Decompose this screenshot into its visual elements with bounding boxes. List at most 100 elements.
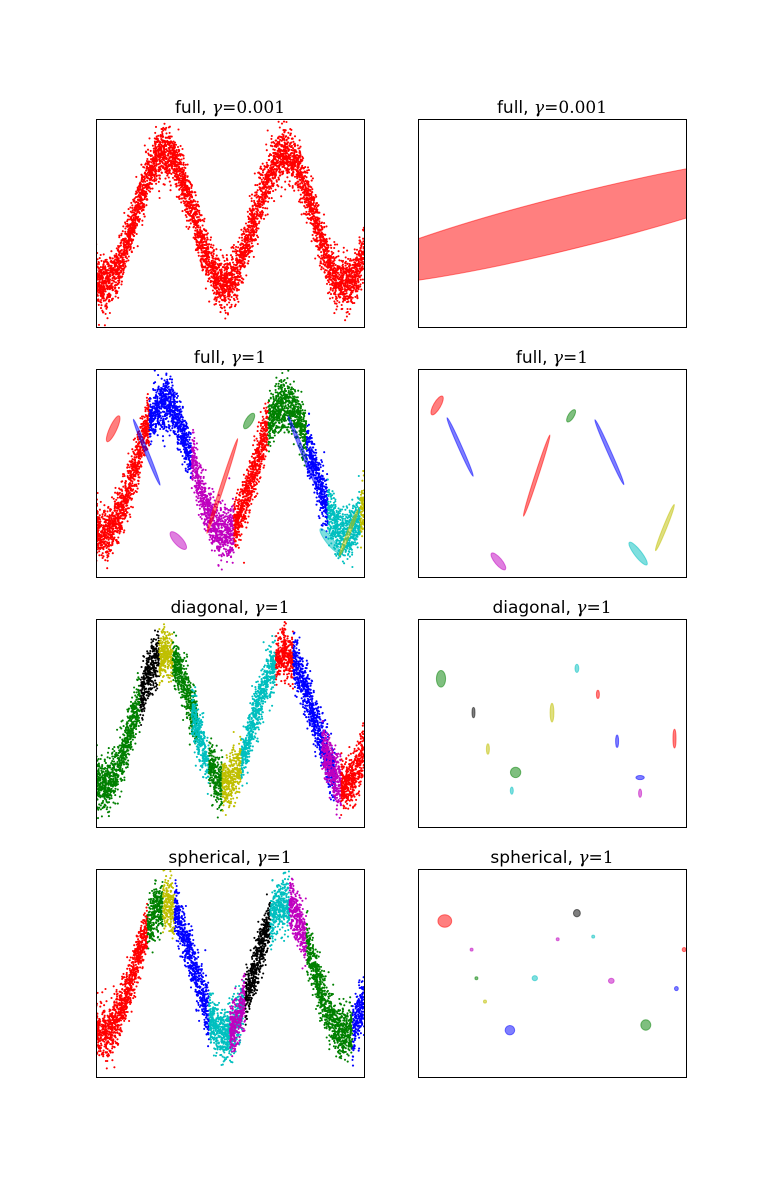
data-point: [211, 276, 214, 279]
data-point: [362, 250, 364, 253]
data-point: [339, 279, 342, 283]
data-point: [161, 132, 164, 135]
data-point: [243, 265, 247, 268]
data-point: [223, 305, 226, 309]
data-point: [215, 248, 218, 251]
data-point: [325, 241, 328, 244]
data-point: [179, 169, 182, 172]
data-point: [141, 205, 144, 208]
data-point: [200, 251, 203, 254]
data-point: [98, 257, 101, 260]
data-point: [356, 264, 359, 267]
data-point: [124, 237, 127, 240]
data-point: [246, 262, 249, 265]
data-point: [135, 192, 138, 195]
data-point: [212, 252, 215, 255]
data-point: [215, 266, 218, 269]
data-point: [261, 213, 264, 216]
data-point: [203, 259, 206, 262]
data-point: [158, 177, 161, 180]
data-point: [296, 159, 300, 162]
data-point: [299, 145, 302, 148]
data-point: [104, 271, 107, 274]
data-point: [331, 289, 334, 292]
data-point: [325, 282, 329, 285]
data-point: [343, 289, 347, 293]
data-point: [237, 281, 240, 284]
data-point: [332, 274, 336, 278]
data-point: [250, 197, 253, 200]
data-point: [304, 179, 307, 182]
data-point: [260, 173, 263, 176]
data-point: [325, 260, 328, 263]
data-point: [329, 293, 333, 296]
data-point: [262, 176, 265, 180]
data-point: [280, 158, 283, 161]
data-point: [233, 263, 236, 266]
data-point: [217, 264, 220, 268]
data-point: [130, 241, 133, 245]
data-point: [263, 178, 266, 181]
data-point: [239, 268, 242, 271]
data-point: [283, 150, 286, 153]
data-point: [144, 162, 147, 165]
data-point: [246, 210, 249, 213]
data-point: [307, 203, 310, 206]
data-point: [194, 194, 197, 197]
data-point: [241, 281, 244, 284]
data-point: [180, 153, 183, 156]
data-point: [247, 249, 250, 252]
data-point: [291, 158, 294, 162]
data-point: [139, 202, 142, 205]
data-point: [242, 258, 245, 261]
data-point: [298, 198, 301, 201]
data-point: [107, 269, 110, 272]
data-point: [123, 248, 126, 251]
data-point: [101, 266, 104, 269]
data-point: [248, 207, 251, 210]
data-point: [351, 285, 354, 288]
data-point: [348, 265, 351, 268]
data-point: [251, 244, 254, 248]
data-point: [183, 175, 186, 178]
data-point: [100, 304, 103, 307]
data-point: [188, 192, 191, 195]
data-point: [360, 288, 363, 291]
data-point: [238, 236, 241, 239]
data-point: [210, 254, 213, 257]
data-point: [253, 233, 256, 236]
data-point: [248, 220, 251, 223]
data-point: [265, 161, 268, 164]
data-point: [215, 286, 219, 289]
data-point: [188, 201, 191, 204]
data-point: [102, 290, 105, 293]
data-point: [239, 265, 242, 268]
data-point: [104, 312, 107, 315]
data-point: [344, 256, 347, 259]
data-point: [357, 281, 360, 284]
data-point: [269, 164, 272, 167]
data-point: [320, 221, 324, 224]
data-point: [335, 308, 338, 311]
data-point: [292, 154, 295, 157]
data-point: [141, 223, 144, 227]
data-point: [302, 176, 305, 179]
data-point: [257, 200, 260, 203]
data-point: [333, 291, 336, 294]
data-point: [301, 164, 304, 167]
data-point: [352, 266, 355, 269]
data-point: [192, 236, 195, 239]
data-point: [301, 187, 304, 190]
data-point: [137, 218, 140, 221]
data-point: [165, 156, 168, 159]
data-point: [207, 247, 210, 250]
data-point: [204, 257, 207, 260]
data-point: [234, 303, 237, 306]
data-point: [185, 225, 188, 228]
data-point: [259, 205, 262, 208]
data-point: [246, 239, 249, 242]
data-point: [148, 137, 151, 140]
data-point: [306, 166, 310, 169]
data-point: [278, 164, 281, 167]
data-point: [104, 282, 107, 285]
